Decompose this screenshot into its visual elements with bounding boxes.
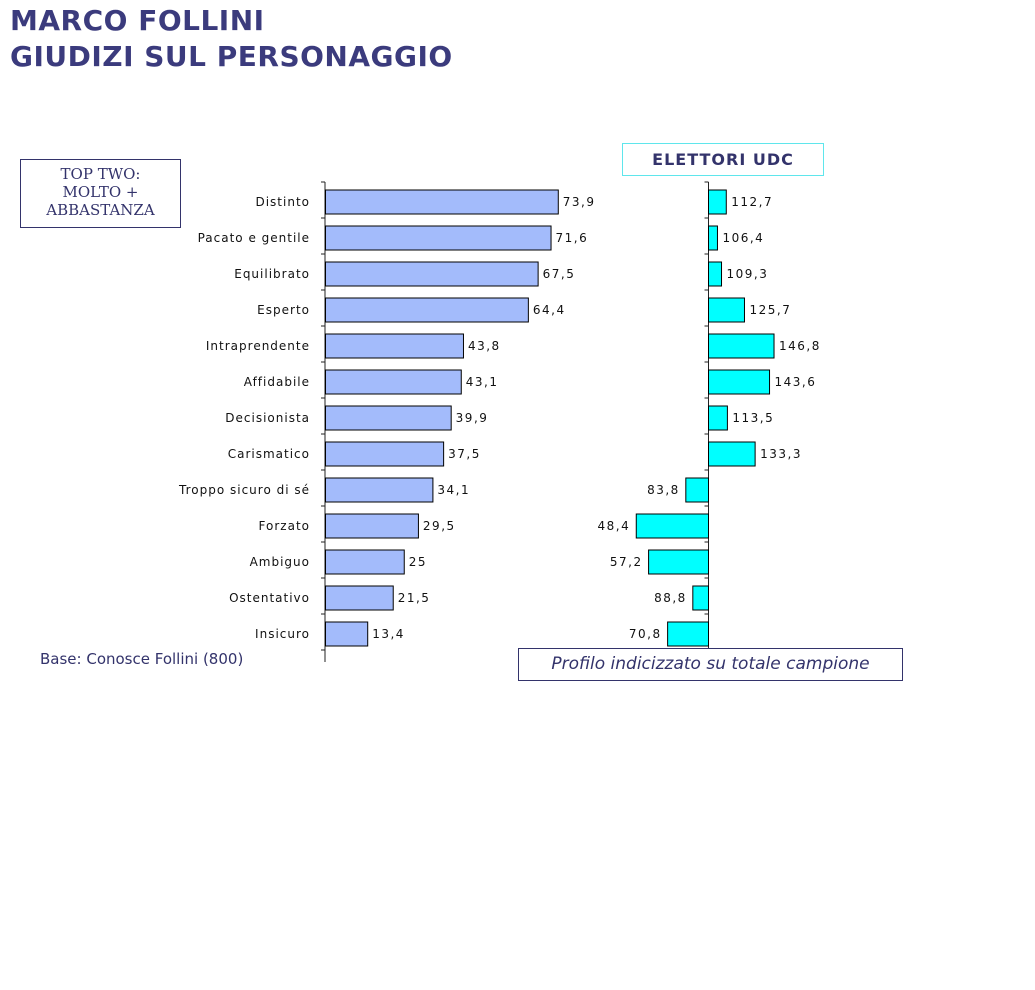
right-bar (708, 225, 718, 251)
right-bar-value-label: 109,3 (727, 267, 769, 281)
right-bar-value-label: 125,7 (749, 303, 791, 317)
right-bar-value-label: 113,5 (732, 411, 774, 425)
right-bar-value-label: 112,7 (731, 195, 773, 209)
right-bar-value-label: 133,3 (760, 447, 802, 461)
right-bar (635, 513, 710, 539)
left-bar-value-label: 43,1 (466, 375, 499, 389)
left-bar-value-label: 34,1 (437, 483, 470, 497)
category-label: Esperto (257, 303, 310, 317)
left-bar-value-label: 29,5 (423, 519, 456, 533)
right-bar (708, 261, 723, 287)
category-label: Affidabile (244, 375, 310, 389)
left-bar (325, 621, 369, 647)
category-label: Equilibrato (234, 267, 310, 281)
page-title-line2: GIUDIZI SUL PERSONAGGIO (10, 40, 453, 73)
left-bar (325, 585, 394, 611)
left-bar (325, 405, 452, 431)
top-two-legend-box: TOP TWO: MOLTO + ABBASTANZA (20, 159, 181, 228)
category-label: Forzato (259, 519, 310, 533)
right-bar (708, 405, 728, 431)
left-bar (325, 549, 405, 575)
category-label: Intraprendente (206, 339, 310, 353)
right-bar (648, 549, 710, 575)
left-bar (325, 189, 559, 215)
left-bar (325, 261, 539, 287)
left-bar-value-label: 73,9 (563, 195, 596, 209)
right-bar-value-label: 146,8 (779, 339, 821, 353)
right-bar-value-label: 48,4 (598, 519, 631, 533)
category-label: Insicuro (255, 627, 310, 641)
category-label: Distinto (255, 195, 310, 209)
category-label: Troppo sicuro di sé (178, 483, 310, 497)
left-bar (325, 333, 464, 359)
right-bar (708, 369, 771, 395)
left-bar (325, 225, 552, 251)
left-bar-value-label: 71,6 (556, 231, 589, 245)
legend-line-2: MOLTO + (62, 183, 139, 201)
right-bar-value-label: 143,6 (775, 375, 817, 389)
left-bar-value-label: 25 (409, 555, 427, 569)
category-label: Ambiguo (250, 555, 310, 569)
category-label: Ostentativo (229, 591, 310, 605)
left-bar (325, 369, 462, 395)
left-bar-value-label: 37,5 (448, 447, 481, 461)
left-bar-value-label: 13,4 (372, 627, 405, 641)
right-bar (708, 189, 727, 215)
left-bar-value-label: 39,9 (456, 411, 489, 425)
right-bar (708, 333, 775, 359)
category-label: Pacato e gentile (198, 231, 310, 245)
legend-line-3: ABBASTANZA (46, 201, 155, 219)
left-bar (325, 513, 419, 539)
category-label: Carismatico (228, 447, 310, 461)
right-bar-value-label: 88,8 (654, 591, 687, 605)
legend-line-1: TOP TWO: (60, 165, 141, 183)
right-bar-value-label: 70,8 (629, 627, 662, 641)
right-bar (708, 441, 756, 467)
left-bar-value-label: 21,5 (398, 591, 431, 605)
left-bar (325, 441, 445, 467)
right-bar-value-label: 57,2 (610, 555, 643, 569)
right-bar (708, 297, 745, 323)
right-bar-value-label: 106,4 (722, 231, 764, 245)
left-bar-value-label: 43,8 (468, 339, 501, 353)
right-bar (692, 585, 710, 611)
profilo-note-box: Profilo indicizzato su totale campione (518, 648, 903, 681)
right-bar (667, 621, 709, 647)
left-bar-value-label: 67,5 (543, 267, 576, 281)
left-bar-value-label: 64,4 (533, 303, 566, 317)
base-note: Base: Conosce Follini (800) (40, 650, 244, 668)
right-bar (685, 477, 710, 503)
right-bar-value-label: 83,8 (647, 483, 680, 497)
left-bar (325, 477, 434, 503)
elettori-udc-label: ELETTORI UDC (622, 143, 824, 176)
page-title-line1: MARCO FOLLINI (10, 4, 265, 37)
left-bar (325, 297, 529, 323)
category-label: Decisionista (225, 411, 310, 425)
